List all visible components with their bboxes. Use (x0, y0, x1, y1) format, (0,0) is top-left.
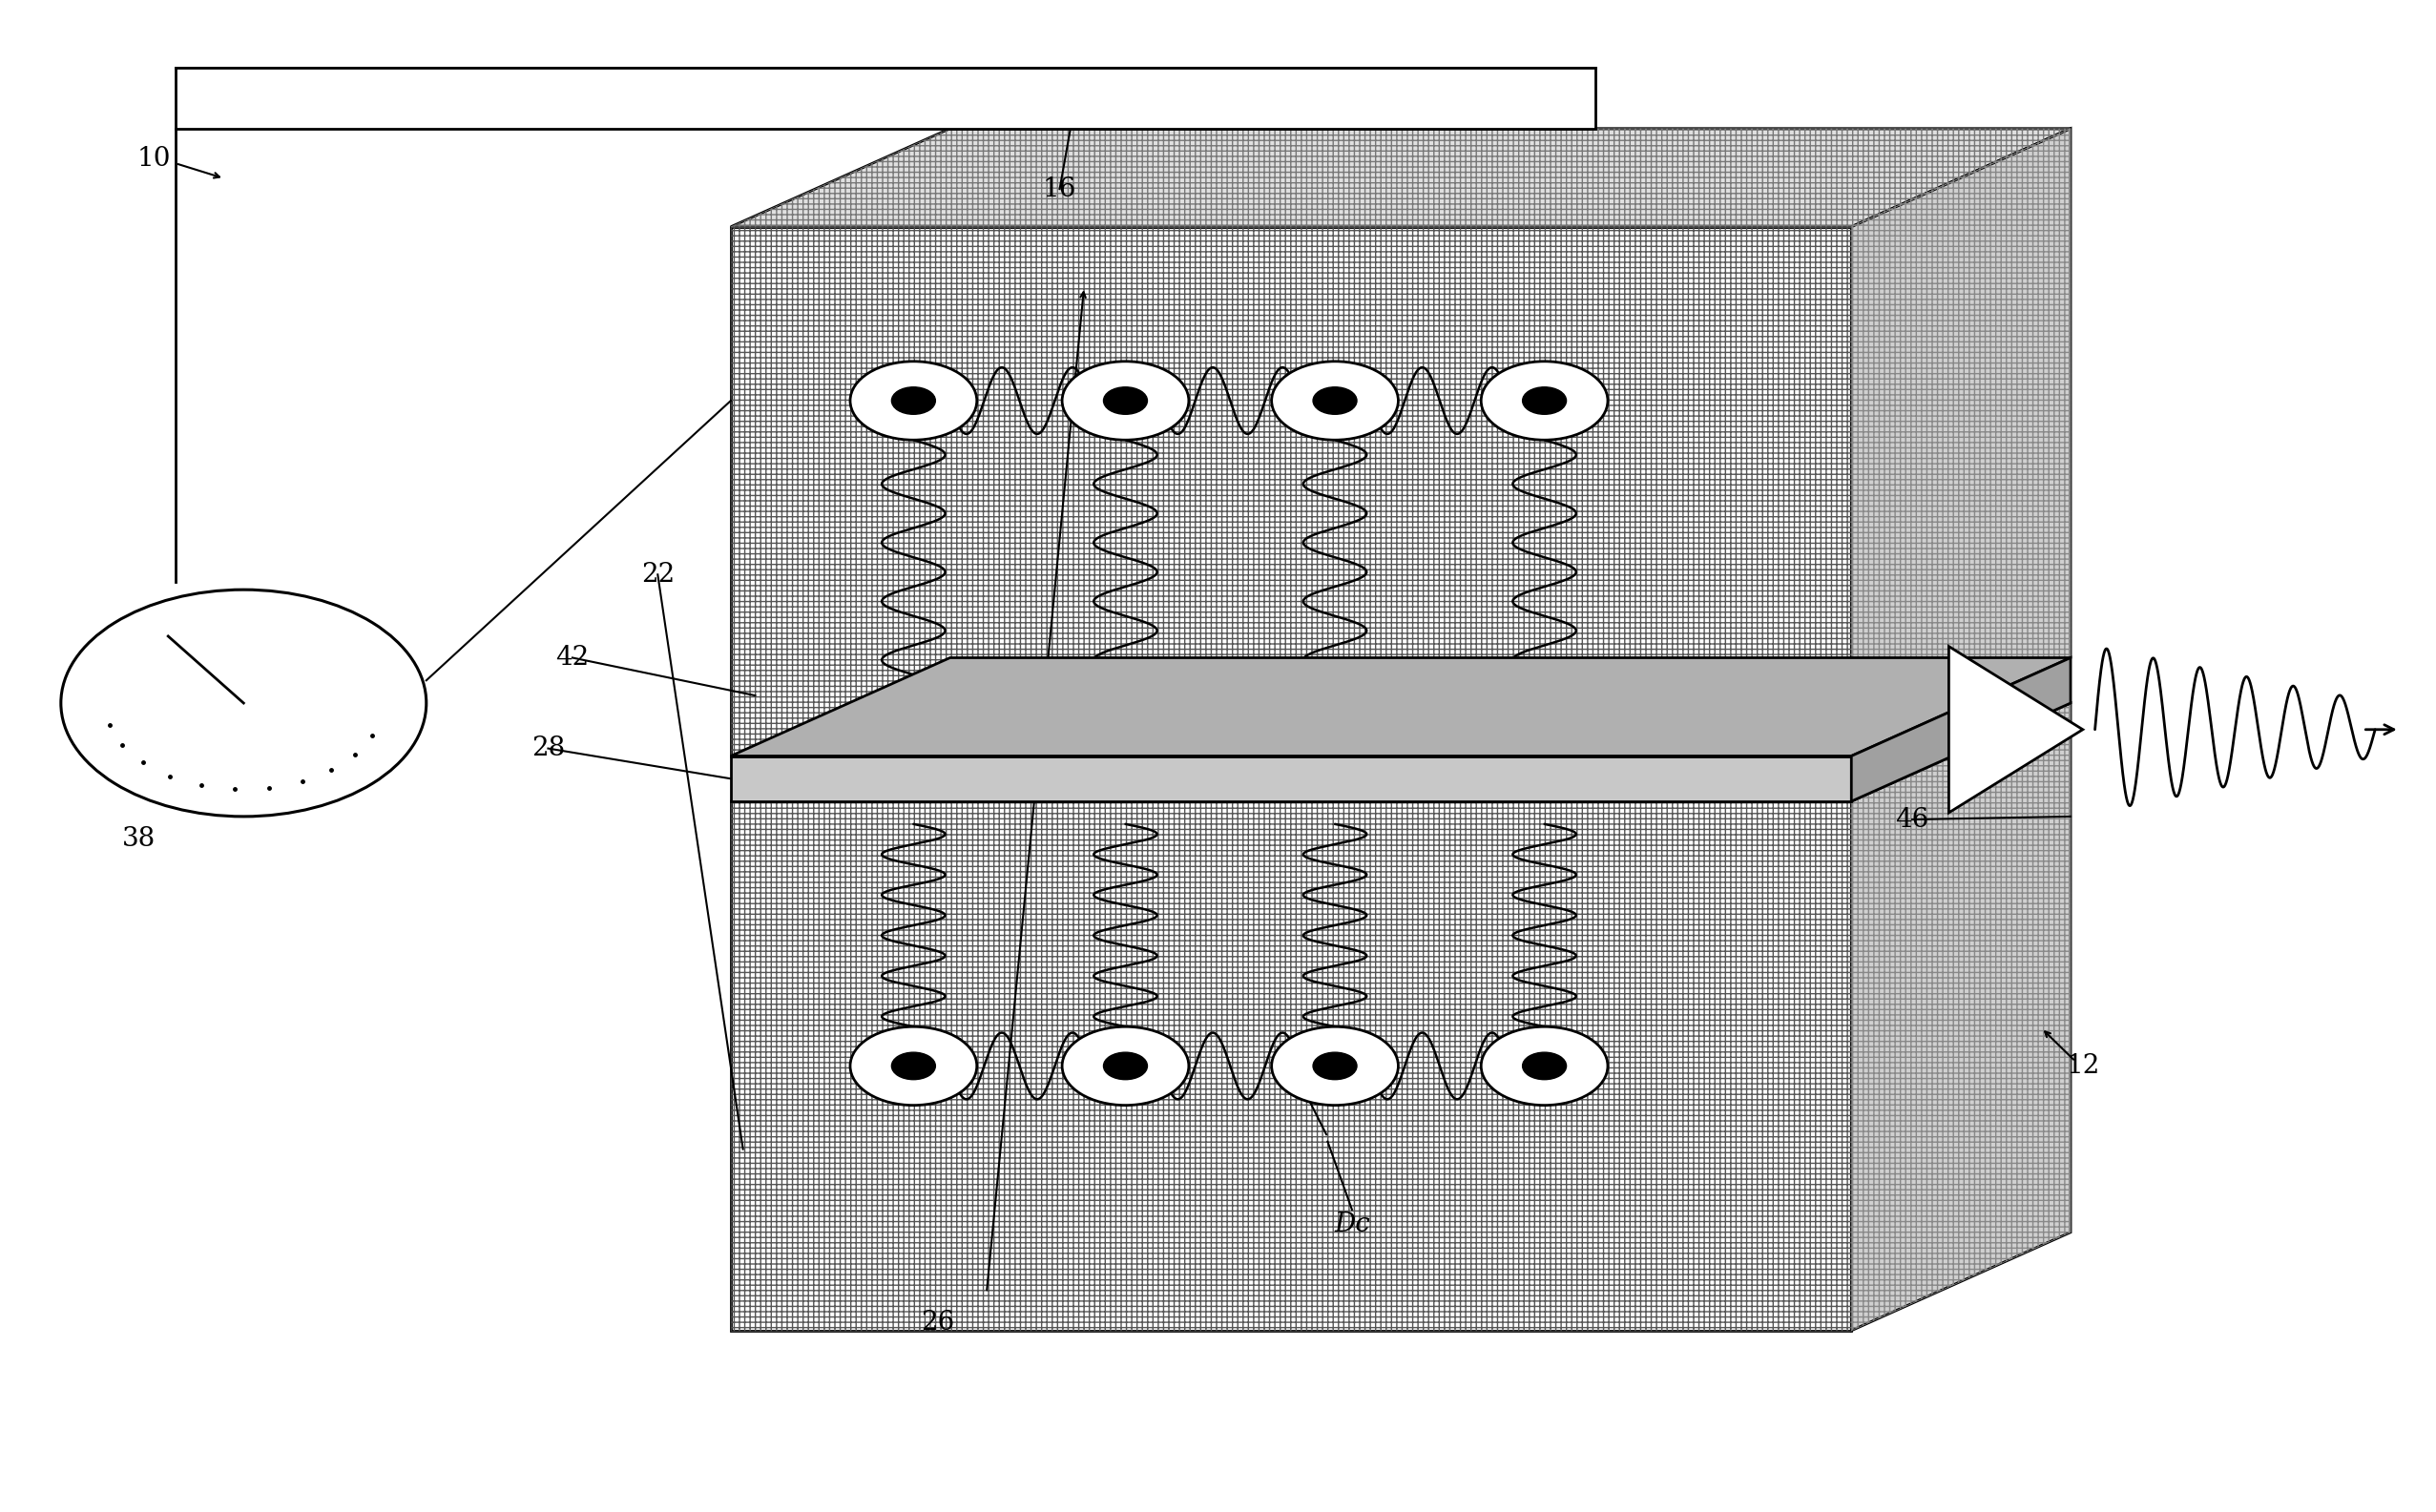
Text: 28: 28 (531, 735, 565, 762)
Polygon shape (1949, 647, 2083, 813)
Circle shape (1522, 387, 1566, 414)
Polygon shape (731, 756, 1851, 801)
Polygon shape (731, 801, 1851, 1331)
Circle shape (892, 387, 935, 414)
Polygon shape (731, 703, 2071, 801)
Text: 42: 42 (555, 644, 590, 671)
Circle shape (1522, 1052, 1566, 1080)
Polygon shape (175, 68, 1596, 129)
Text: 38: 38 (122, 826, 156, 853)
Circle shape (850, 1027, 977, 1105)
Text: 46: 46 (1895, 806, 1929, 833)
Circle shape (1313, 1052, 1357, 1080)
Text: 10: 10 (136, 145, 171, 172)
Circle shape (1062, 361, 1189, 440)
Circle shape (892, 1052, 935, 1080)
Text: 44: 44 (1859, 735, 1893, 762)
Text: 26: 26 (921, 1309, 955, 1337)
Polygon shape (731, 658, 2071, 756)
Text: 16: 16 (1043, 175, 1077, 203)
Circle shape (61, 590, 426, 816)
Circle shape (1481, 1027, 1608, 1105)
Circle shape (850, 361, 977, 440)
Polygon shape (1851, 658, 2071, 801)
Circle shape (1272, 361, 1398, 440)
Circle shape (1313, 387, 1357, 414)
Text: 22: 22 (641, 561, 675, 588)
Polygon shape (1851, 129, 2071, 756)
Circle shape (1481, 361, 1608, 440)
Circle shape (1272, 1027, 1398, 1105)
Circle shape (1062, 1027, 1189, 1105)
Polygon shape (731, 129, 2071, 227)
Polygon shape (1851, 703, 2071, 1331)
Text: Dc: Dc (1335, 1211, 1369, 1238)
Circle shape (1104, 1052, 1147, 1080)
Polygon shape (731, 227, 1851, 756)
Circle shape (1104, 387, 1147, 414)
Text: 12: 12 (2066, 1052, 2100, 1080)
